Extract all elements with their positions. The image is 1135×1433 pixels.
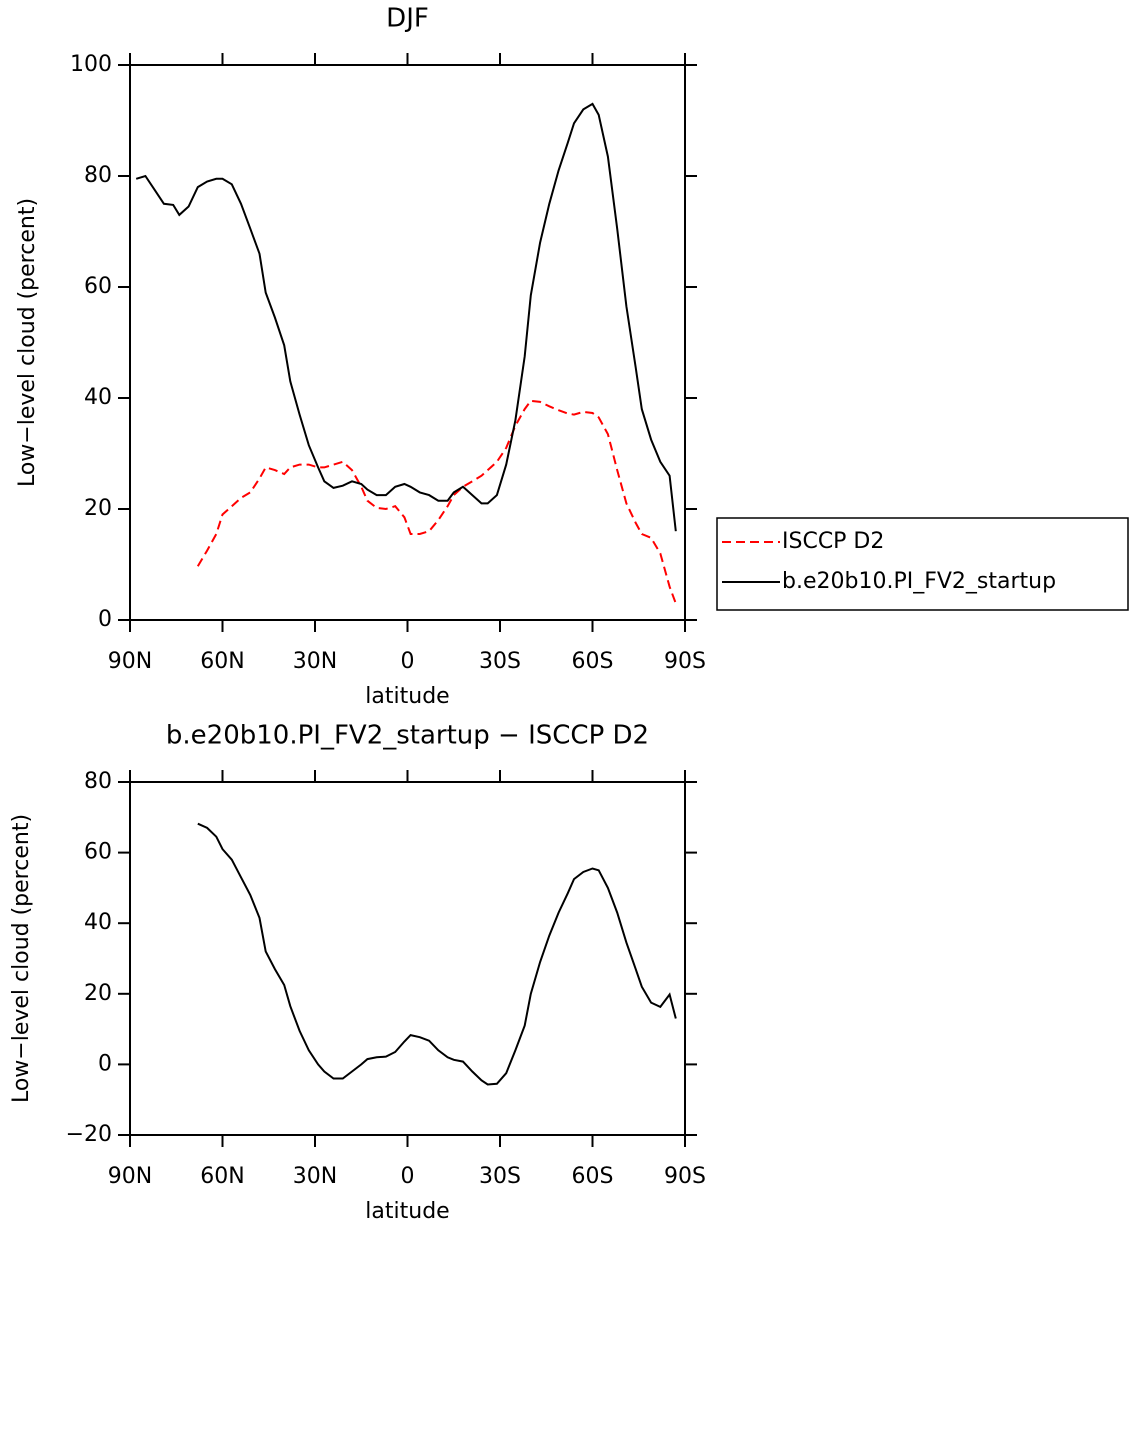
chart-title: DJF (386, 4, 429, 34)
x-tick-label: 90S (664, 1164, 706, 1189)
y-axis-label: Low−level cloud (percent) (9, 814, 34, 1103)
x-tick-label: 90S (664, 649, 706, 674)
x-tick-label: 60N (200, 649, 244, 674)
y-tick-label: 100 (70, 52, 112, 77)
y-tick-label: 60 (84, 840, 112, 865)
x-tick-label: 30N (293, 1164, 337, 1189)
x-tick-label: 60N (200, 1164, 244, 1189)
x-tick-label: 30S (479, 649, 521, 674)
x-tick-label: 60S (572, 1164, 614, 1189)
x-tick-label: 30N (293, 649, 337, 674)
y-tick-label: 0 (98, 607, 112, 632)
legend-label: b.e20b10.PI_FV2_startup (782, 569, 1056, 594)
y-tick-label: −20 (66, 1122, 112, 1147)
series-line (197, 822, 677, 1086)
x-axis-label: latitude (365, 684, 449, 709)
legend-box (716, 517, 1129, 611)
y-tick-label: 0 (98, 1051, 112, 1076)
y-tick-label: 40 (84, 385, 112, 410)
legend-label: ISCCP D2 (782, 529, 884, 554)
x-axis-label: latitude (365, 1199, 449, 1224)
series-line (196, 399, 677, 604)
x-tick-label: 0 (401, 1164, 415, 1189)
y-tick-label: 20 (84, 981, 112, 1006)
y-tick-label: 60 (84, 274, 112, 299)
x-tick-label: 90N (108, 649, 152, 674)
y-tick-label: 80 (84, 163, 112, 188)
x-tick-label: 90N (108, 1164, 152, 1189)
y-tick-label: 40 (84, 910, 112, 935)
x-tick-label: 60S (572, 649, 614, 674)
chart-title: b.e20b10.PI_FV2_startup − ISCCP D2 (166, 721, 649, 751)
y-axis-label: Low−level cloud (percent) (15, 198, 40, 487)
x-tick-label: 30S (479, 1164, 521, 1189)
y-tick-label: 80 (84, 769, 112, 794)
series-line (135, 102, 677, 532)
x-tick-label: 0 (401, 649, 415, 674)
plot-frame (129, 64, 686, 621)
y-tick-label: 20 (84, 496, 112, 521)
